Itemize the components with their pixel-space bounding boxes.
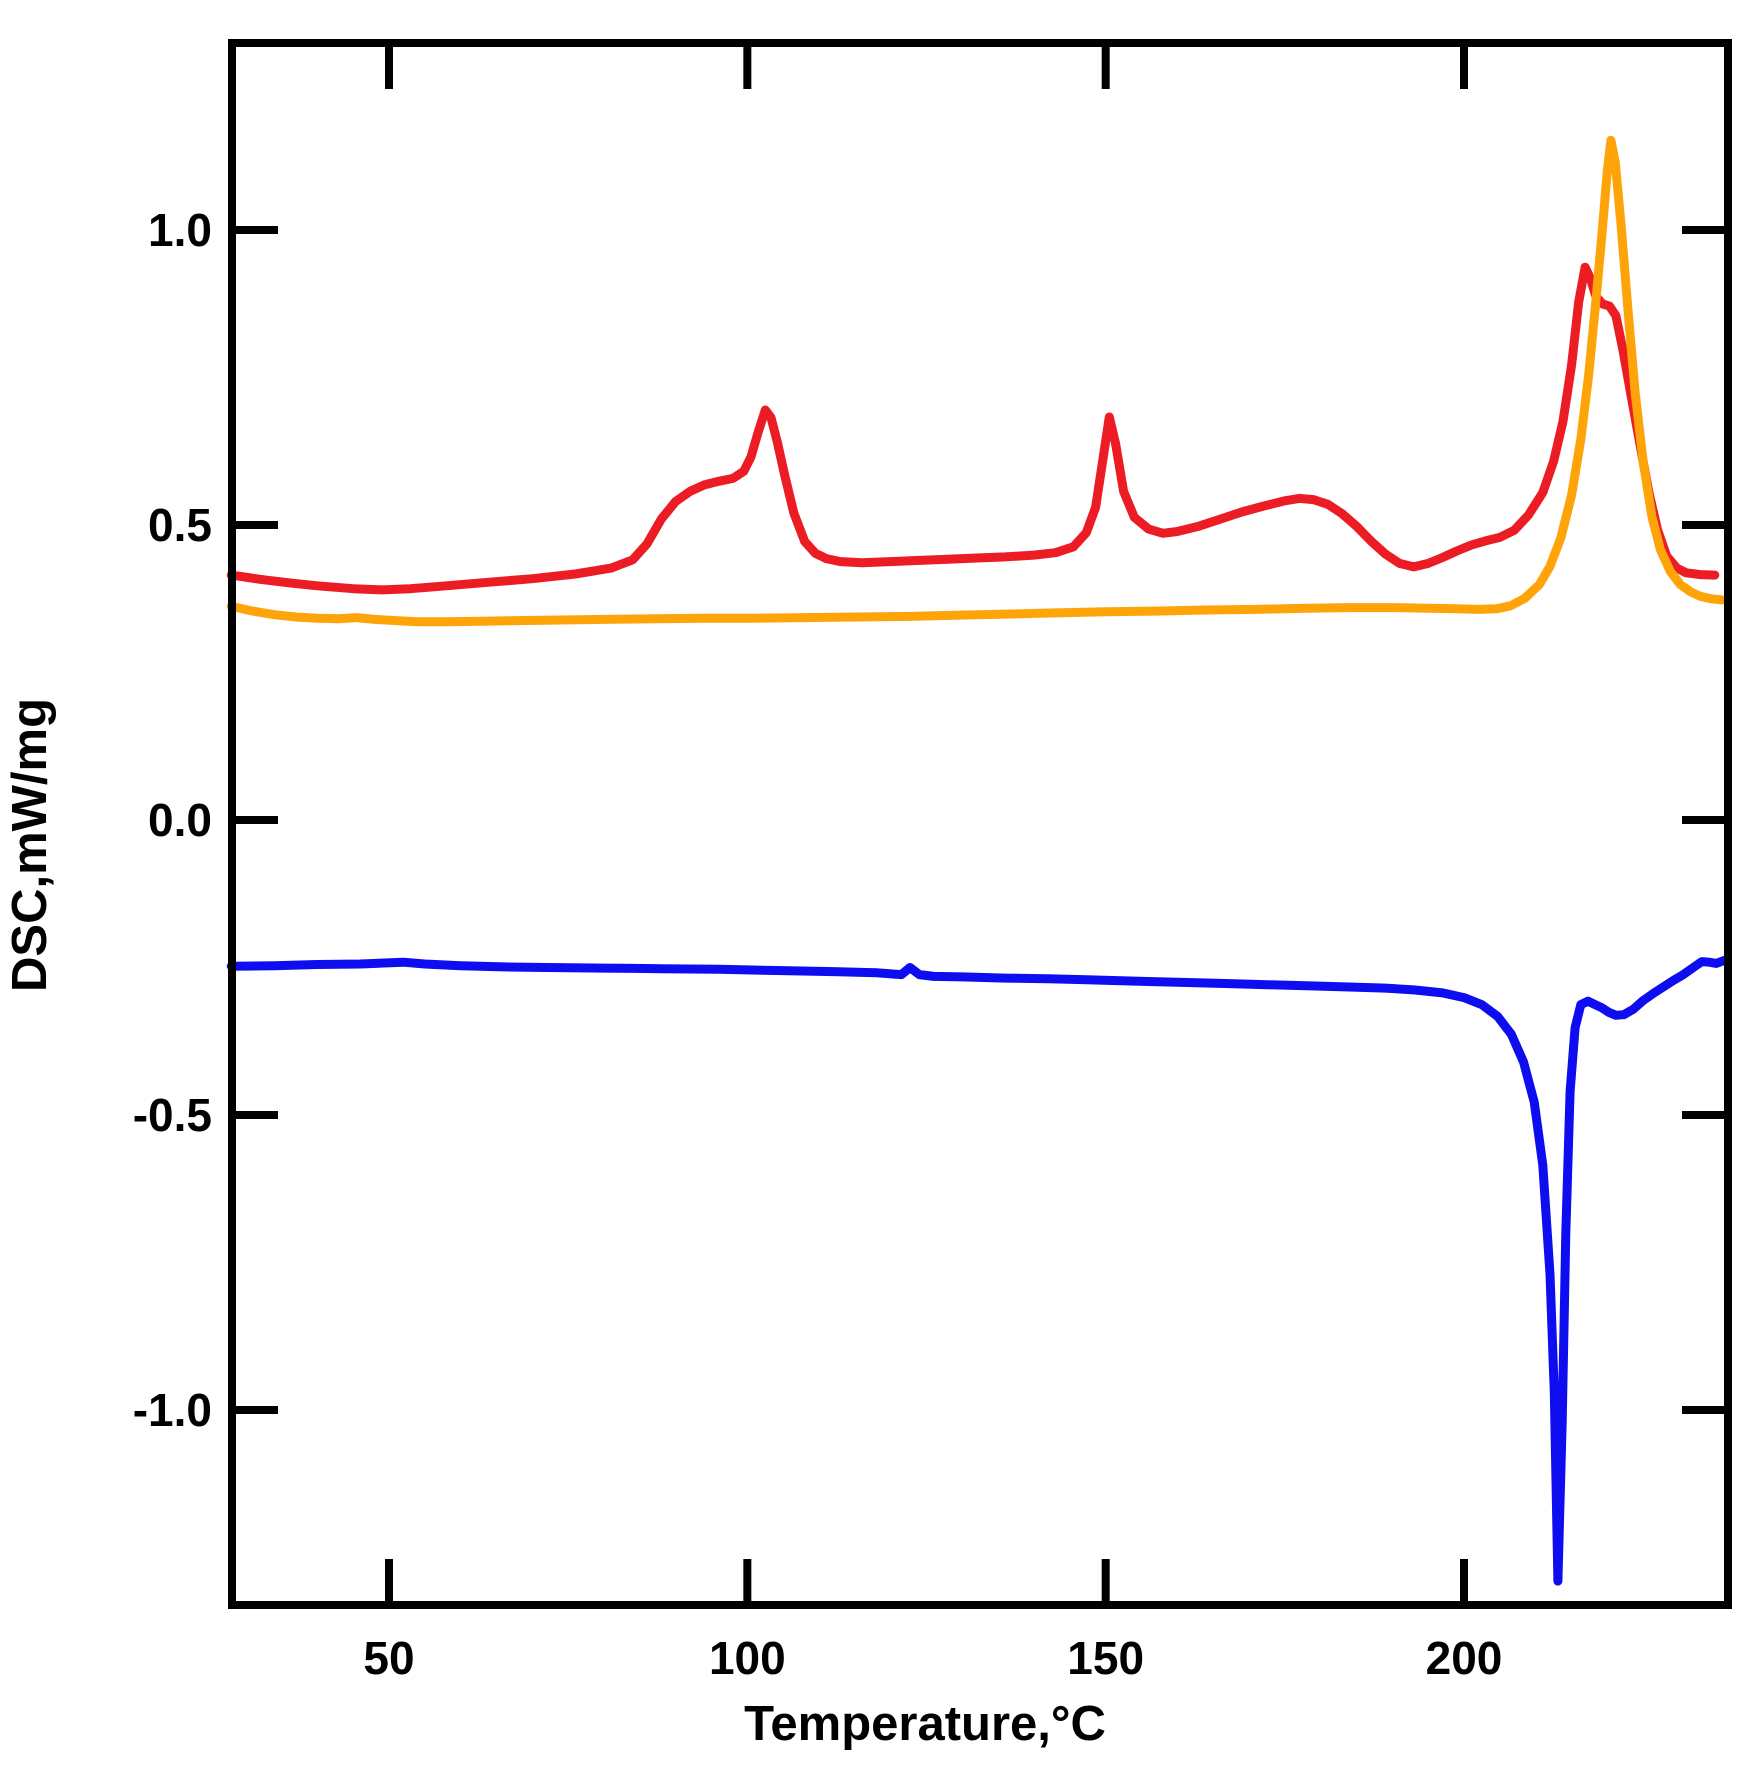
tick-layer	[236, 47, 1724, 1601]
y-tick-label--1.0: -1.0	[133, 1384, 212, 1436]
y-axis-title: DSC,mW/mg	[3, 698, 57, 992]
series-layer	[226, 135, 1729, 1586]
x-tick-label-50: 50	[363, 1632, 414, 1684]
dsc-curve-orange	[226, 135, 1727, 627]
y-tick-label-1.0: 1.0	[148, 204, 212, 256]
x-tick-label-100: 100	[709, 1632, 786, 1684]
y-tick-label-0.0: 0.0	[148, 794, 212, 846]
dsc-curve-red	[226, 262, 1720, 595]
tick-label-layer: 50 100 150 200 1.0 0.5 0.0 -0.5 -1.0	[133, 204, 1503, 1684]
x-axis-title: Temperature,°C	[744, 1697, 1106, 1751]
dsc-curve-blue	[226, 955, 1729, 1586]
x-tick-label-150: 150	[1067, 1632, 1144, 1684]
y-tick-label--0.5: -0.5	[133, 1089, 212, 1141]
x-tick-label-200: 200	[1426, 1632, 1503, 1684]
plot-frame	[228, 39, 1732, 1609]
y-tick-label-0.5: 0.5	[148, 499, 212, 551]
